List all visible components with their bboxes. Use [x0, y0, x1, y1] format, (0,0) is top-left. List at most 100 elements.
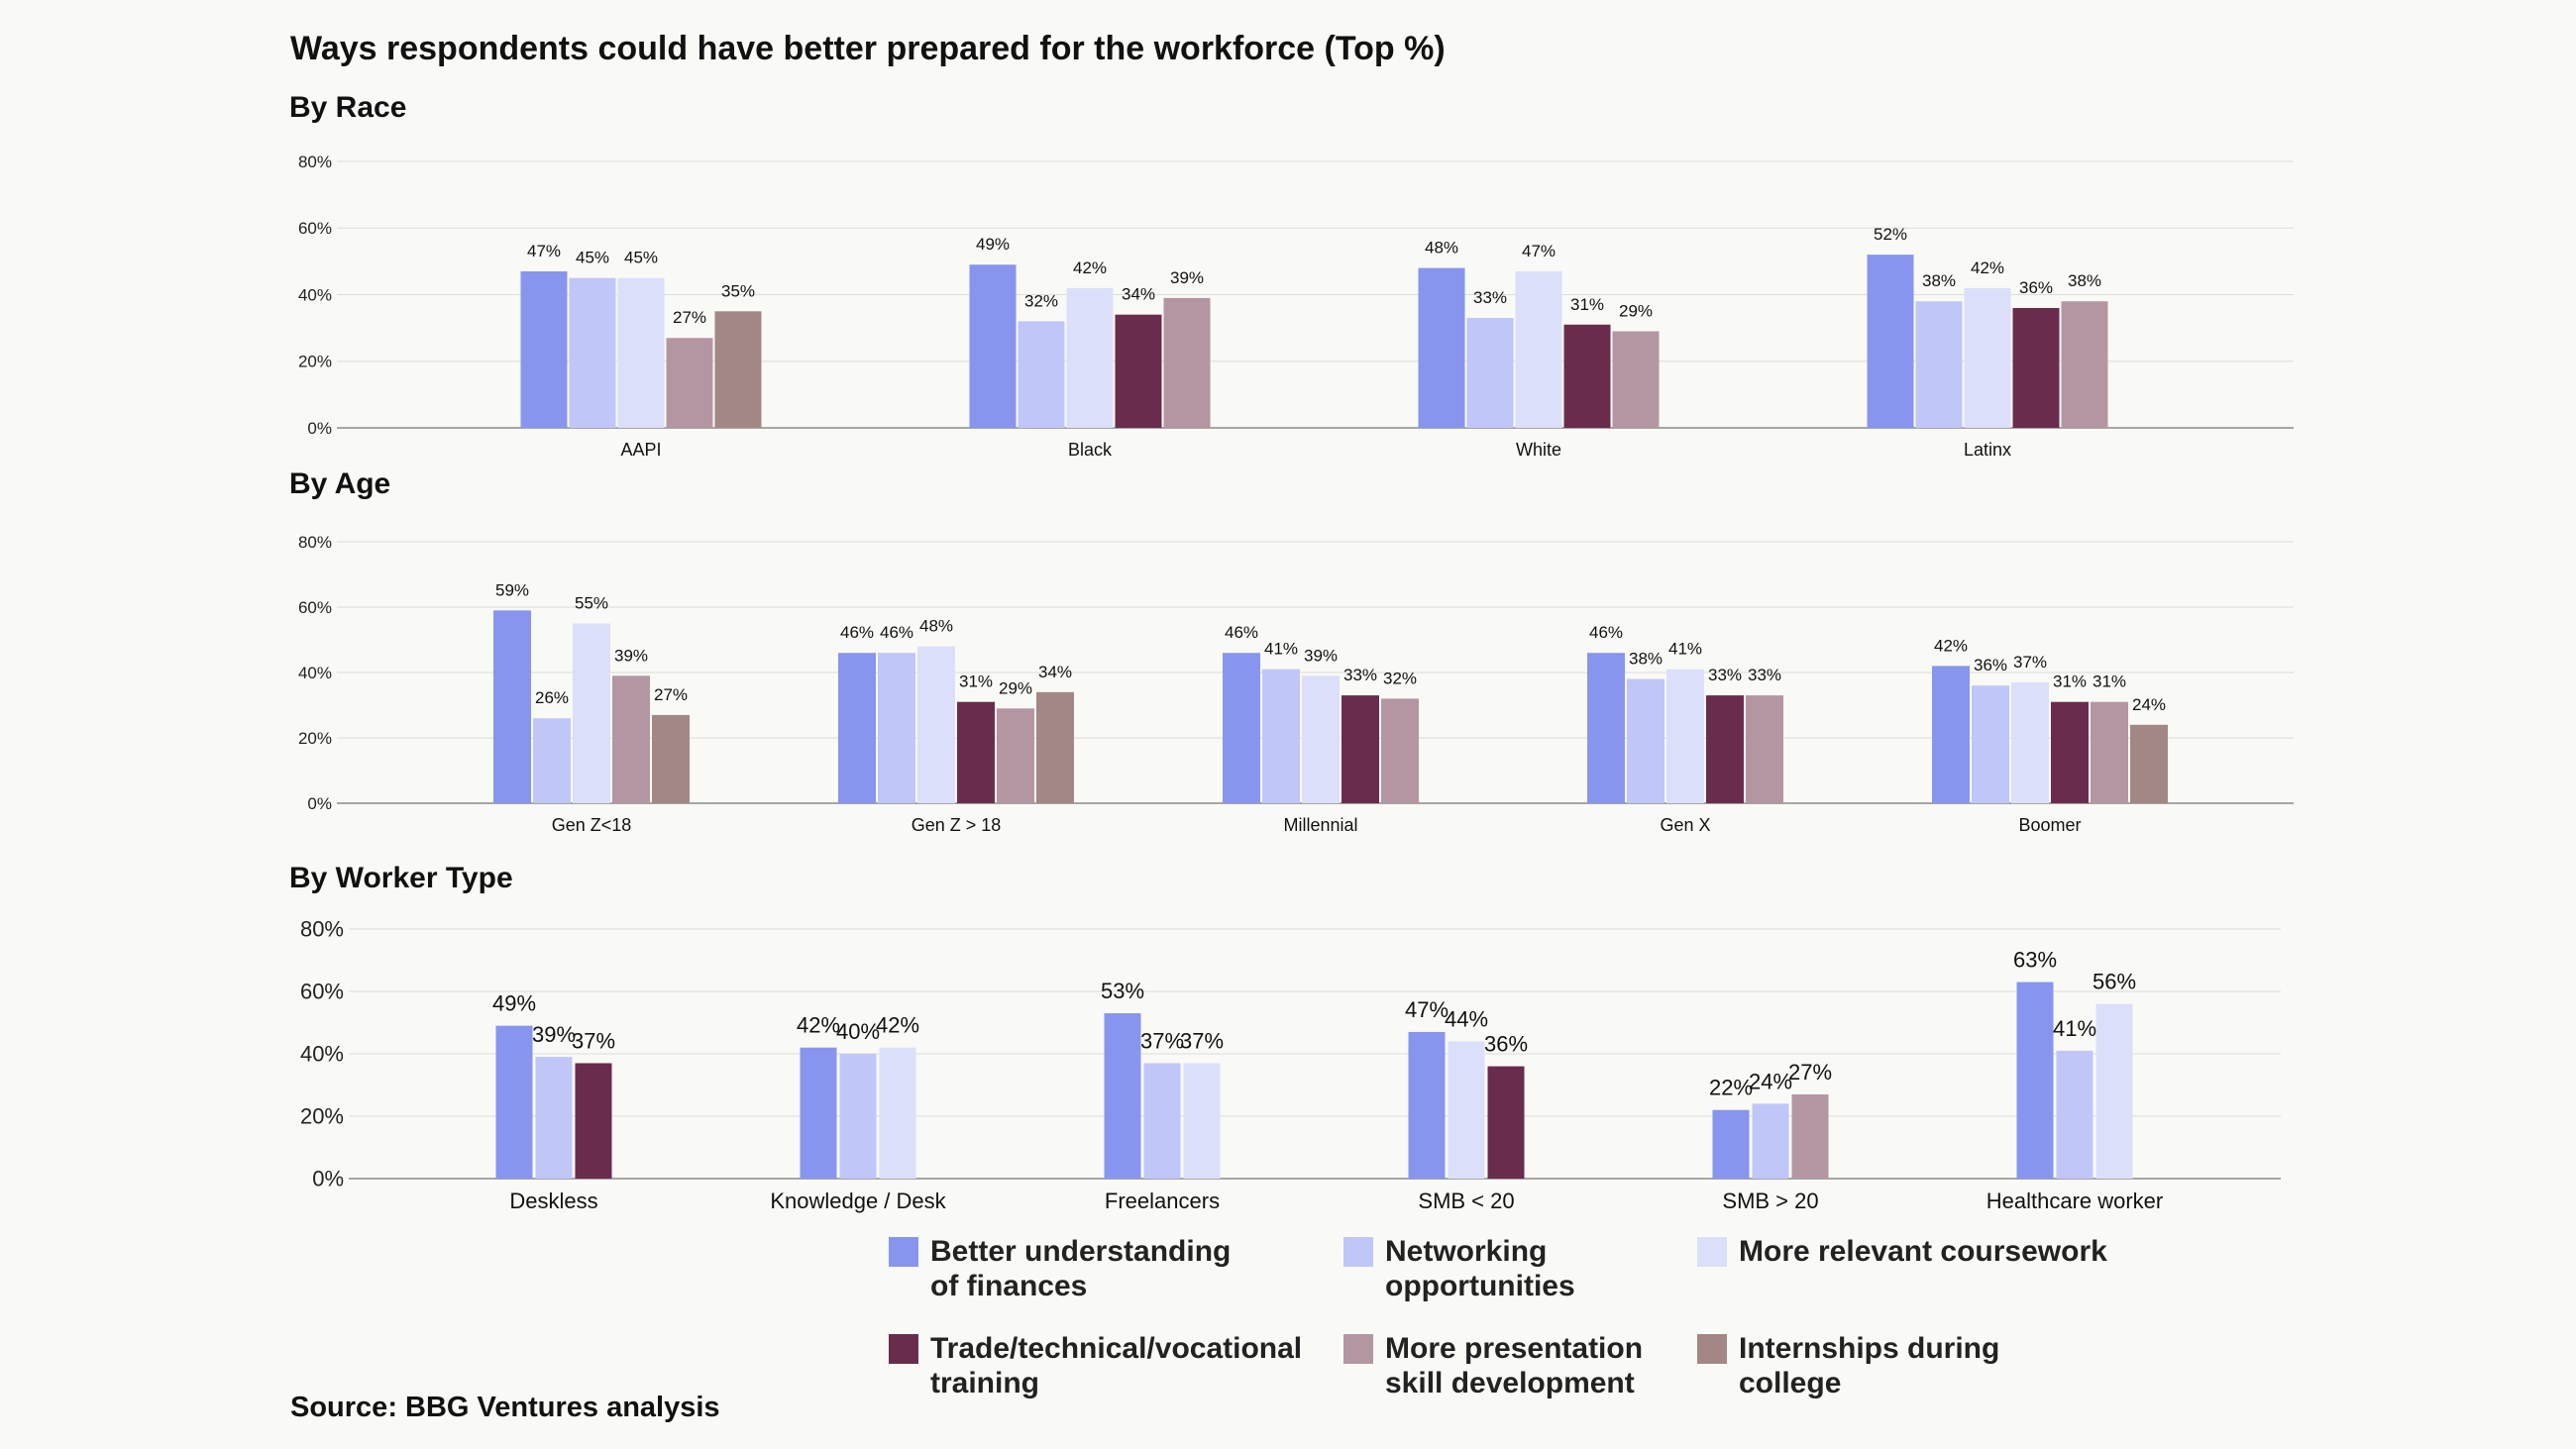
bar [493, 610, 531, 803]
bar [1408, 1031, 1446, 1179]
bar [1163, 297, 1211, 428]
data-label: 34% [1122, 285, 1155, 304]
legend-item-networking[interactable]: Networking opportunities [1343, 1234, 1575, 1303]
bar [1143, 1063, 1181, 1179]
bar [1262, 669, 1300, 803]
data-label: 42% [1934, 636, 1968, 655]
chart-2: 0%20%40%60%80%49%39%37%Deskless42%40%42%… [300, 917, 2281, 1213]
category-label: Healthcare worker [1986, 1189, 2164, 1213]
data-label: 24% [2132, 695, 2166, 714]
bar [1342, 695, 1379, 803]
chart-title: Ways respondents could have better prepa… [290, 30, 1446, 67]
category-label: Boomer [2018, 815, 2081, 835]
data-label: 27% [654, 685, 688, 704]
bar [573, 623, 610, 803]
bar [1972, 685, 2009, 803]
legend-label: Networking opportunities [1385, 1235, 1575, 1302]
data-label: 42% [1971, 259, 2004, 277]
legend-label: More relevant coursework [1739, 1235, 2107, 1268]
data-label: 47% [1405, 997, 1449, 1022]
data-label: 27% [673, 308, 706, 327]
category-label: Gen Z > 18 [912, 815, 1002, 835]
legend-swatch [889, 1334, 918, 1364]
bar [1932, 666, 1970, 803]
bar [569, 277, 616, 428]
data-label: 55% [575, 594, 608, 613]
bar [1183, 1063, 1221, 1179]
data-label: 38% [1629, 650, 1663, 669]
bar [1448, 1041, 1485, 1179]
data-label: 46% [1225, 623, 1258, 642]
bar [1752, 1103, 1789, 1179]
bar [652, 714, 690, 803]
legend-item-presentation[interactable]: More presentation skill development [1343, 1331, 1643, 1400]
bar [666, 338, 713, 428]
bar [1627, 678, 1664, 803]
data-label: 46% [880, 623, 913, 642]
legend-item-trade[interactable]: Trade/technical/vocational training [889, 1331, 1302, 1400]
data-label: 38% [1922, 271, 1956, 290]
section-title-worker-type: By Worker Type [289, 862, 513, 894]
legend-swatch [1697, 1237, 1727, 1267]
data-label: 38% [2068, 271, 2101, 290]
data-label: 31% [1570, 295, 1604, 314]
legend-label: Internships during college [1739, 1332, 2000, 1399]
data-label: 24% [1749, 1069, 1792, 1093]
data-label: 29% [999, 678, 1032, 697]
data-label: 33% [1748, 666, 1781, 684]
bar [1791, 1093, 1829, 1179]
y-tick-label: 40% [298, 285, 332, 304]
bar [2095, 1003, 2133, 1179]
bar [1302, 675, 1340, 803]
data-label: 47% [1522, 242, 1556, 260]
bar [2130, 724, 2168, 803]
bar [2061, 301, 2108, 428]
data-label: 35% [721, 281, 755, 300]
bar [1223, 653, 1260, 803]
data-label: 26% [535, 688, 569, 707]
bar [1706, 695, 1744, 803]
bar [2016, 982, 2054, 1179]
category-label: Freelancers [1105, 1189, 1220, 1213]
bar [1712, 1109, 1750, 1179]
bar [714, 311, 762, 428]
chart-1: 0% 20% 40% 60% 80% 59% 26% 55% 39% 27% Gen Z<18 46%… [298, 533, 2294, 835]
data-label: 53% [1101, 979, 1144, 1003]
category-label: Gen X [1660, 815, 1710, 835]
bar [1666, 669, 1704, 803]
data-label: 45% [624, 249, 658, 267]
bar [2056, 1050, 2093, 1179]
data-label: 39% [1170, 268, 1204, 287]
bar [969, 264, 1017, 428]
legend-item-finances[interactable]: Better understanding of finances [889, 1234, 1231, 1303]
y-tick-label: 20% [298, 353, 332, 371]
data-label: 52% [1874, 225, 1907, 244]
y-tick-label: 60% [298, 219, 332, 238]
bar [997, 708, 1034, 803]
chart-0: 0% 20% 40% 60% 80% 47% 45% 45% 27% 35% AAPI 49% 32% 4… [298, 153, 2294, 460]
legend-label: More presentation skill development [1385, 1332, 1644, 1399]
legend-item-internships[interactable]: Internships during college [1697, 1331, 1999, 1400]
category-label: AAPI [620, 440, 661, 460]
legend-item-coursework[interactable]: More relevant coursework [1697, 1234, 2107, 1269]
bar [2011, 681, 2049, 803]
y-tick-label: 20% [298, 729, 332, 748]
legend-label: Better understanding of finances [930, 1235, 1232, 1302]
data-label: 36% [1484, 1032, 1528, 1057]
bar [1587, 653, 1625, 803]
data-label: 32% [1024, 291, 1058, 310]
bar [1018, 321, 1065, 428]
data-label: 37% [1140, 1028, 1184, 1053]
y-tick-label: 40% [298, 664, 332, 682]
data-label: 29% [1619, 301, 1653, 320]
section-title-age: By Age [289, 467, 391, 500]
y-tick-label: 80% [298, 533, 332, 552]
data-label: 22% [1709, 1076, 1753, 1100]
bar [533, 718, 571, 803]
legend-label: Trade/technical/vocational training [930, 1332, 1303, 1399]
data-label: 49% [492, 991, 536, 1016]
bar [1563, 324, 1611, 428]
bar [1515, 270, 1562, 428]
y-tick-label: 0% [312, 1167, 344, 1191]
